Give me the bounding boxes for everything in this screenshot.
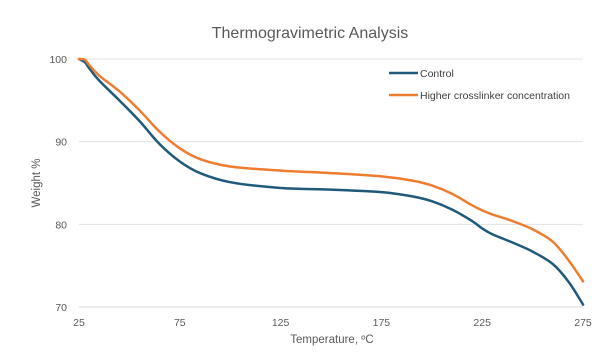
gridlines [79, 58, 583, 225]
x-tick-label: 275 [574, 317, 592, 329]
series-line-0 [77, 57, 585, 306]
x-tick-label: 125 [272, 317, 290, 329]
y-axis-title: Weight % [31, 158, 43, 207]
y-tick-label: 100 [49, 54, 67, 66]
x-tick-label: 25 [73, 317, 85, 329]
series-line-1 [77, 57, 585, 283]
chart-title: Thermogravimetric Analysis [212, 25, 409, 42]
x-tick-label: 75 [174, 317, 186, 329]
x-tick-label: 225 [473, 317, 491, 329]
x-axis-ticks: 25 75 125 175 225 275 [73, 317, 592, 329]
y-tick-label: 90 [55, 137, 67, 149]
legend: Control Higher crosslinker concentration [389, 68, 570, 102]
y-tick-label: 80 [55, 219, 67, 231]
y-tick-label: 70 [55, 302, 67, 314]
x-tick-label: 175 [373, 317, 391, 329]
legend-label: Control [420, 68, 454, 80]
y-axis-ticks: 70 80 90 100 [49, 54, 67, 314]
x-axis-title: Temperature, ºC [290, 334, 373, 346]
series-lines [77, 57, 585, 306]
legend-label: Higher crosslinker concentration [420, 90, 570, 102]
